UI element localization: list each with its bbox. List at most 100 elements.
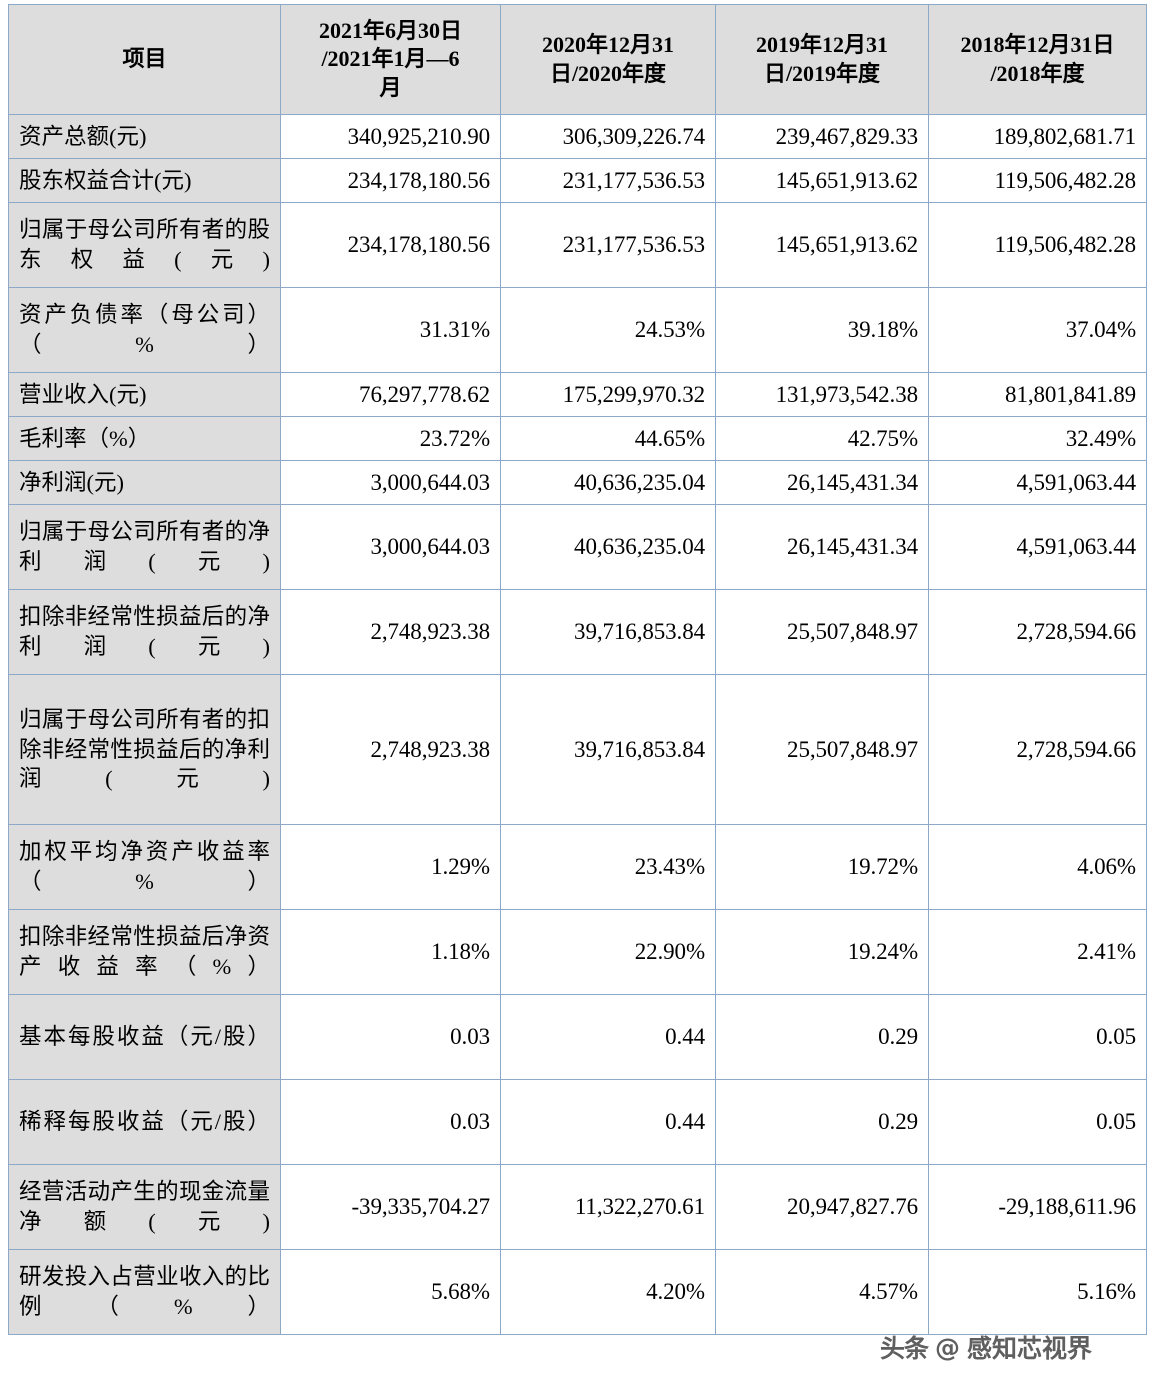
row-value: 4,591,063.44	[928, 504, 1147, 590]
row-value: 23.43%	[500, 824, 716, 910]
table-row: 归属于母公司所有者的净利润(元) 3,000,644.03 40,636,235.0…	[8, 504, 1147, 590]
row-value: 2.41%	[928, 909, 1147, 995]
row-label: 营业收入(元)	[8, 372, 281, 417]
row-value: 4.57%	[715, 1249, 929, 1335]
row-value: 1.29%	[280, 824, 501, 910]
row-value: 0.05	[928, 994, 1147, 1080]
row-value: 2,728,594.66	[928, 674, 1147, 825]
table-row: 资产负债率（母公司）（%） 31.31% 24.53% 39.18% 37.04%	[8, 287, 1147, 373]
table-row: 资产总额(元) 340,925,210.90 306,309,226.74 239,4…	[8, 114, 1147, 159]
column-header-2018: 2018年12月31日 /2018年度	[928, 4, 1147, 115]
row-value: 189,802,681.71	[928, 114, 1147, 159]
table-row: 扣除非经常性损益后的净利润(元) 2,748,923.38 39,716,853.8…	[8, 589, 1147, 675]
row-value: 0.44	[500, 994, 716, 1080]
row-value: 2,748,923.38	[280, 589, 501, 675]
row-label: 加权平均净资产收益率（%）	[8, 824, 281, 910]
row-value: 175,299,970.32	[500, 372, 716, 417]
row-value: 1.18%	[280, 909, 501, 995]
table-row: 经营活动产生的现金流量净额(元) -39,335,704.27 11,322,270…	[8, 1164, 1147, 1250]
header-line: 月	[379, 74, 402, 100]
row-label: 股东权益合计(元)	[8, 158, 281, 203]
row-value: 239,467,829.33	[715, 114, 929, 159]
row-value: 39.18%	[715, 287, 929, 373]
row-value: 25,507,848.97	[715, 589, 929, 675]
row-value: 2,748,923.38	[280, 674, 501, 825]
row-value: -29,188,611.96	[928, 1164, 1147, 1250]
row-value: 24.53%	[500, 287, 716, 373]
row-value: 20,947,827.76	[715, 1164, 929, 1250]
row-value: 26,145,431.34	[715, 504, 929, 590]
row-value: 119,506,482.28	[928, 202, 1147, 288]
row-value: 5.68%	[280, 1249, 501, 1335]
header-line: /2021年1月—6	[321, 46, 460, 72]
row-value: 31.31%	[280, 287, 501, 373]
row-value: 0.03	[280, 1079, 501, 1165]
row-label: 研发投入占营业收入的比例（%）	[8, 1249, 281, 1335]
row-label: 毛利率（%）	[8, 416, 281, 461]
table-row: 研发投入占营业收入的比例（%） 5.68% 4.20% 4.57% 5.16%	[8, 1249, 1147, 1335]
header-line: 日/2019年度	[763, 60, 881, 86]
column-header-2021h1: 2021年6月30日 /2021年1月—6 月	[280, 4, 501, 115]
table-row: 归属于母公司所有者的股东权益(元) 234,178,180.56 231,177,5…	[8, 202, 1147, 288]
table-row: 加权平均净资产收益率（%） 1.29% 23.43% 19.72% 4.06%	[8, 824, 1147, 910]
row-value: 40,636,235.04	[500, 460, 716, 505]
row-value: 25,507,848.97	[715, 674, 929, 825]
column-header-2020: 2020年12月31 日/2020年度	[500, 4, 716, 115]
row-label: 基本每股收益（元/股）	[8, 994, 281, 1080]
row-value: 19.24%	[715, 909, 929, 995]
row-value: 2,728,594.66	[928, 589, 1147, 675]
row-value: 40,636,235.04	[500, 504, 716, 590]
row-value: 234,178,180.56	[280, 158, 501, 203]
row-label: 经营活动产生的现金流量净额(元)	[8, 1164, 281, 1250]
row-value: 37.04%	[928, 287, 1147, 373]
row-value: 26,145,431.34	[715, 460, 929, 505]
row-value: 19.72%	[715, 824, 929, 910]
row-value: 4,591,063.44	[928, 460, 1147, 505]
row-value: 5.16%	[928, 1249, 1147, 1335]
row-label: 资产总额(元)	[8, 114, 281, 159]
row-value: 4.20%	[500, 1249, 716, 1335]
row-value: 234,178,180.56	[280, 202, 501, 288]
row-label: 净利润(元)	[8, 460, 281, 505]
row-value: -39,335,704.27	[280, 1164, 501, 1250]
row-value: 76,297,778.62	[280, 372, 501, 417]
row-value: 145,651,913.62	[715, 158, 929, 203]
table-row: 营业收入(元) 76,297,778.62 175,299,970.32 131,97…	[8, 372, 1147, 417]
column-header-item: 项目	[8, 4, 281, 115]
row-value: 81,801,841.89	[928, 372, 1147, 417]
table-row: 股东权益合计(元) 234,178,180.56 231,177,536.53 145…	[8, 158, 1147, 203]
financial-summary-table: 项目 2021年6月30日 /2021年1月—6 月 2020年12月31 日/…	[8, 4, 1147, 1335]
table-row: 基本每股收益（元/股） 0.03 0.44 0.29 0.05	[8, 994, 1147, 1080]
table-row: 扣除非经常性损益后净资产收益率（%） 1.18% 22.90% 19.24% 2.41%	[8, 909, 1147, 995]
header-line: 日/2020年度	[549, 60, 667, 86]
row-label: 归属于母公司所有者的净利润(元)	[8, 504, 281, 590]
row-value: 0.29	[715, 994, 929, 1080]
table-header-row: 项目 2021年6月30日 /2021年1月—6 月 2020年12月31 日/…	[8, 4, 1147, 115]
table-header: 项目 2021年6月30日 /2021年1月—6 月 2020年12月31 日/…	[8, 4, 1147, 115]
row-label: 资产负债率（母公司）（%）	[8, 287, 281, 373]
header-line: 2021年6月30日	[318, 18, 462, 44]
row-label: 扣除非经常性损益后净资产收益率（%）	[8, 909, 281, 995]
row-value: 22.90%	[500, 909, 716, 995]
table-row: 毛利率（%） 23.72% 44.65% 42.75% 32.49%	[8, 416, 1147, 461]
row-value: 4.06%	[928, 824, 1147, 910]
row-value: 119,506,482.28	[928, 158, 1147, 203]
row-value: 39,716,853.84	[500, 589, 716, 675]
table-row: 归属于母公司所有者的扣除非经常性损益后的净利润(元) 2,748,923.38 39…	[8, 674, 1147, 825]
row-value: 231,177,536.53	[500, 202, 716, 288]
row-value: 231,177,536.53	[500, 158, 716, 203]
row-value: 32.49%	[928, 416, 1147, 461]
header-line: 2019年12月31	[755, 32, 888, 58]
row-value: 11,322,270.61	[500, 1164, 716, 1250]
row-value: 3,000,644.03	[280, 460, 501, 505]
row-value: 3,000,644.03	[280, 504, 501, 590]
header-line: 2020年12月31	[541, 32, 674, 58]
row-label: 扣除非经常性损益后的净利润(元)	[8, 589, 281, 675]
table-row: 净利润(元) 3,000,644.03 40,636,235.04 26,145,43…	[8, 460, 1147, 505]
row-value: 0.05	[928, 1079, 1147, 1165]
header-line: /2018年度	[990, 60, 1085, 86]
row-label: 归属于母公司所有者的扣除非经常性损益后的净利润(元)	[8, 674, 281, 825]
row-value: 23.72%	[280, 416, 501, 461]
watermark-at-sign: @	[935, 1332, 961, 1362]
